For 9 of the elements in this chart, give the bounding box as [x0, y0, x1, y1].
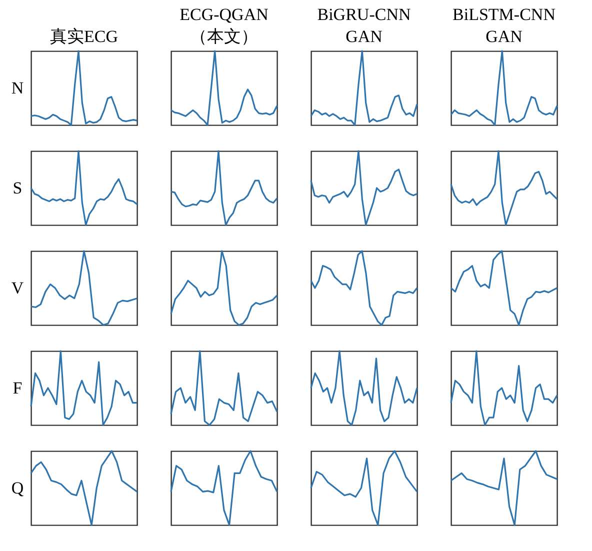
y-axis-title: Q [11, 478, 24, 498]
chart-title: BiGRU-CNN GAN [317, 5, 411, 46]
chart-title: BiLSTM-CNN GAN [452, 5, 556, 46]
y-axis-title: N [11, 78, 24, 98]
y-axis-title: V [11, 278, 24, 298]
y-axis-title: F [12, 378, 22, 398]
chart-title: 真实ECG [50, 27, 118, 46]
y-axis-title: S [12, 178, 22, 198]
chart-title: ECG-QGAN （本文） [180, 5, 268, 46]
